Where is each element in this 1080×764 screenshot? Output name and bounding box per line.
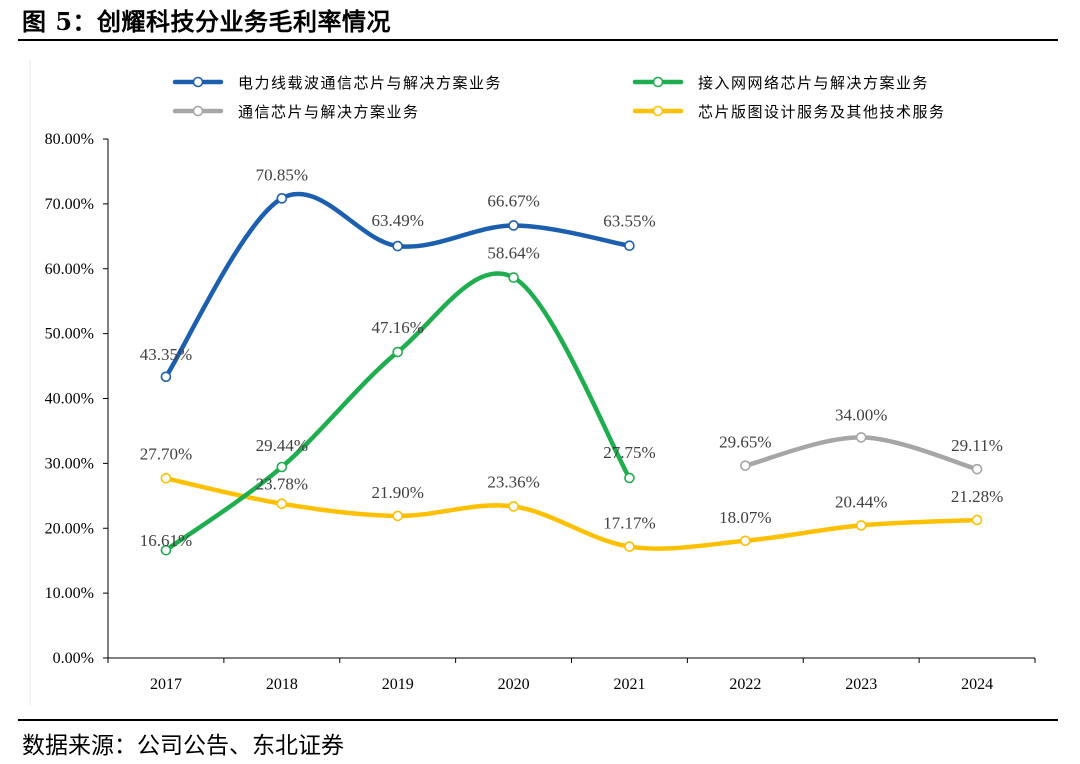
data-point-communication — [855, 432, 867, 443]
x-tick-label: 2024 — [961, 676, 993, 693]
chart-legend: 电力线载波通信芯片与解决方案业务 接入网网络芯片与解决方案业务通信芯片与解决方案业… — [172, 74, 946, 121]
data-point-layout-design — [971, 514, 983, 526]
source-rule — [18, 719, 1058, 721]
data-label-plc: 63.49% — [371, 211, 423, 230]
legend-label-layout-design: 芯片版图设计服务及其他技术服务 — [698, 103, 946, 121]
figure-title: 图 5：创耀科技分业务毛利率情况 — [22, 7, 392, 36]
data-label-layout-design: 21.90% — [371, 483, 423, 502]
legend-marker-communication — [192, 105, 204, 117]
data-label-access-network: 16.61% — [140, 531, 192, 550]
data-label-access-network: 29.44% — [256, 436, 308, 455]
data-point-layout-design — [508, 501, 519, 512]
data-label-layout-design: 20.44% — [835, 492, 887, 511]
y-tick-label: 70.00% — [45, 196, 94, 213]
y-tick-label: 30.00% — [45, 455, 94, 472]
series-line-layout-design — [163, 476, 980, 551]
data-point-layout-design — [276, 498, 288, 510]
data-label-access-network: 27.75% — [603, 443, 655, 462]
source-note: 数据来源：公司公告、东北证券 — [22, 733, 344, 759]
data-label-plc: 66.67% — [487, 191, 539, 210]
data-label-layout-design: 23.36% — [487, 472, 539, 491]
x-tick-label: 2023 — [845, 676, 877, 693]
data-label-plc: 63.55% — [603, 212, 655, 231]
data-point-plc — [624, 240, 635, 252]
data-label-communication: 29.65% — [719, 433, 771, 452]
x-tick-label: 2018 — [266, 676, 298, 693]
data-point-layout-design — [624, 541, 635, 552]
series-line-access-network — [163, 271, 632, 553]
data-point-access-network — [160, 544, 172, 556]
data-label-layout-design: 21.28% — [951, 487, 1003, 506]
chart-data-labels: 43.35% 70.85% 63.49% 66.67% 63.55% 16.61% 29.4… — [140, 165, 1004, 550]
data-label-layout-design: 23.78% — [256, 475, 308, 494]
data-point-layout-design — [160, 472, 172, 484]
x-tick-label: 2019 — [382, 676, 414, 693]
data-point-layout-design — [740, 535, 751, 547]
x-tick-label: 2020 — [498, 676, 530, 693]
data-point-access-network — [276, 461, 288, 473]
data-label-layout-design: 18.07% — [719, 508, 771, 527]
legend-label-plc: 电力线载波通信芯片与解决方案业务 — [238, 74, 502, 92]
y-tick-label: 60.00% — [45, 261, 94, 278]
data-point-plc — [392, 240, 403, 252]
data-point-plc — [276, 193, 288, 204]
x-tick-label: 2017 — [150, 676, 182, 693]
data-label-communication: 29.11% — [951, 436, 1003, 455]
data-label-access-network: 58.64% — [487, 244, 539, 263]
data-point-communication — [971, 463, 983, 475]
y-tick-label: 50.00% — [45, 326, 94, 343]
data-label-access-network: 47.16% — [371, 318, 423, 337]
legend-marker-access-network — [652, 76, 664, 88]
data-point-layout-design — [855, 520, 867, 531]
y-tick-label: 20.00% — [45, 520, 94, 537]
data-label-layout-design: 17.17% — [603, 514, 655, 533]
legend-marker-layout-design — [652, 105, 664, 117]
data-label-plc: 43.35% — [140, 345, 192, 364]
y-tick-label: 80.00% — [45, 131, 94, 148]
data-label-plc: 70.85% — [256, 165, 308, 184]
y-tick-label: 0.00% — [53, 650, 94, 667]
data-point-communication — [740, 460, 751, 471]
x-tick-label: 2021 — [613, 676, 645, 693]
y-tick-label: 40.00% — [45, 391, 94, 408]
title-rule — [18, 39, 1058, 41]
data-point-layout-design — [392, 510, 403, 522]
data-point-access-network — [392, 346, 403, 358]
x-tick-label: 2022 — [729, 676, 761, 693]
legend-marker-plc — [192, 76, 204, 88]
data-label-layout-design: 27.70% — [140, 444, 192, 463]
y-tick-label: 10.00% — [45, 585, 94, 602]
chart-series — [160, 191, 983, 556]
legend-label-communication: 通信芯片与解决方案业务 — [238, 103, 420, 121]
data-point-access-network — [624, 472, 635, 484]
series-line-plc — [163, 191, 632, 380]
data-label-communication: 34.00% — [835, 405, 887, 424]
data-point-access-network — [508, 272, 519, 283]
legend-label-access-network: 接入网网络芯片与解决方案业务 — [698, 74, 929, 92]
data-point-plc — [508, 220, 519, 231]
chart-axes: 0.00% 10.00% 20.00% 30.00% 40.00% 50.00% 60.00… — [45, 131, 1036, 693]
data-point-plc — [160, 371, 172, 383]
